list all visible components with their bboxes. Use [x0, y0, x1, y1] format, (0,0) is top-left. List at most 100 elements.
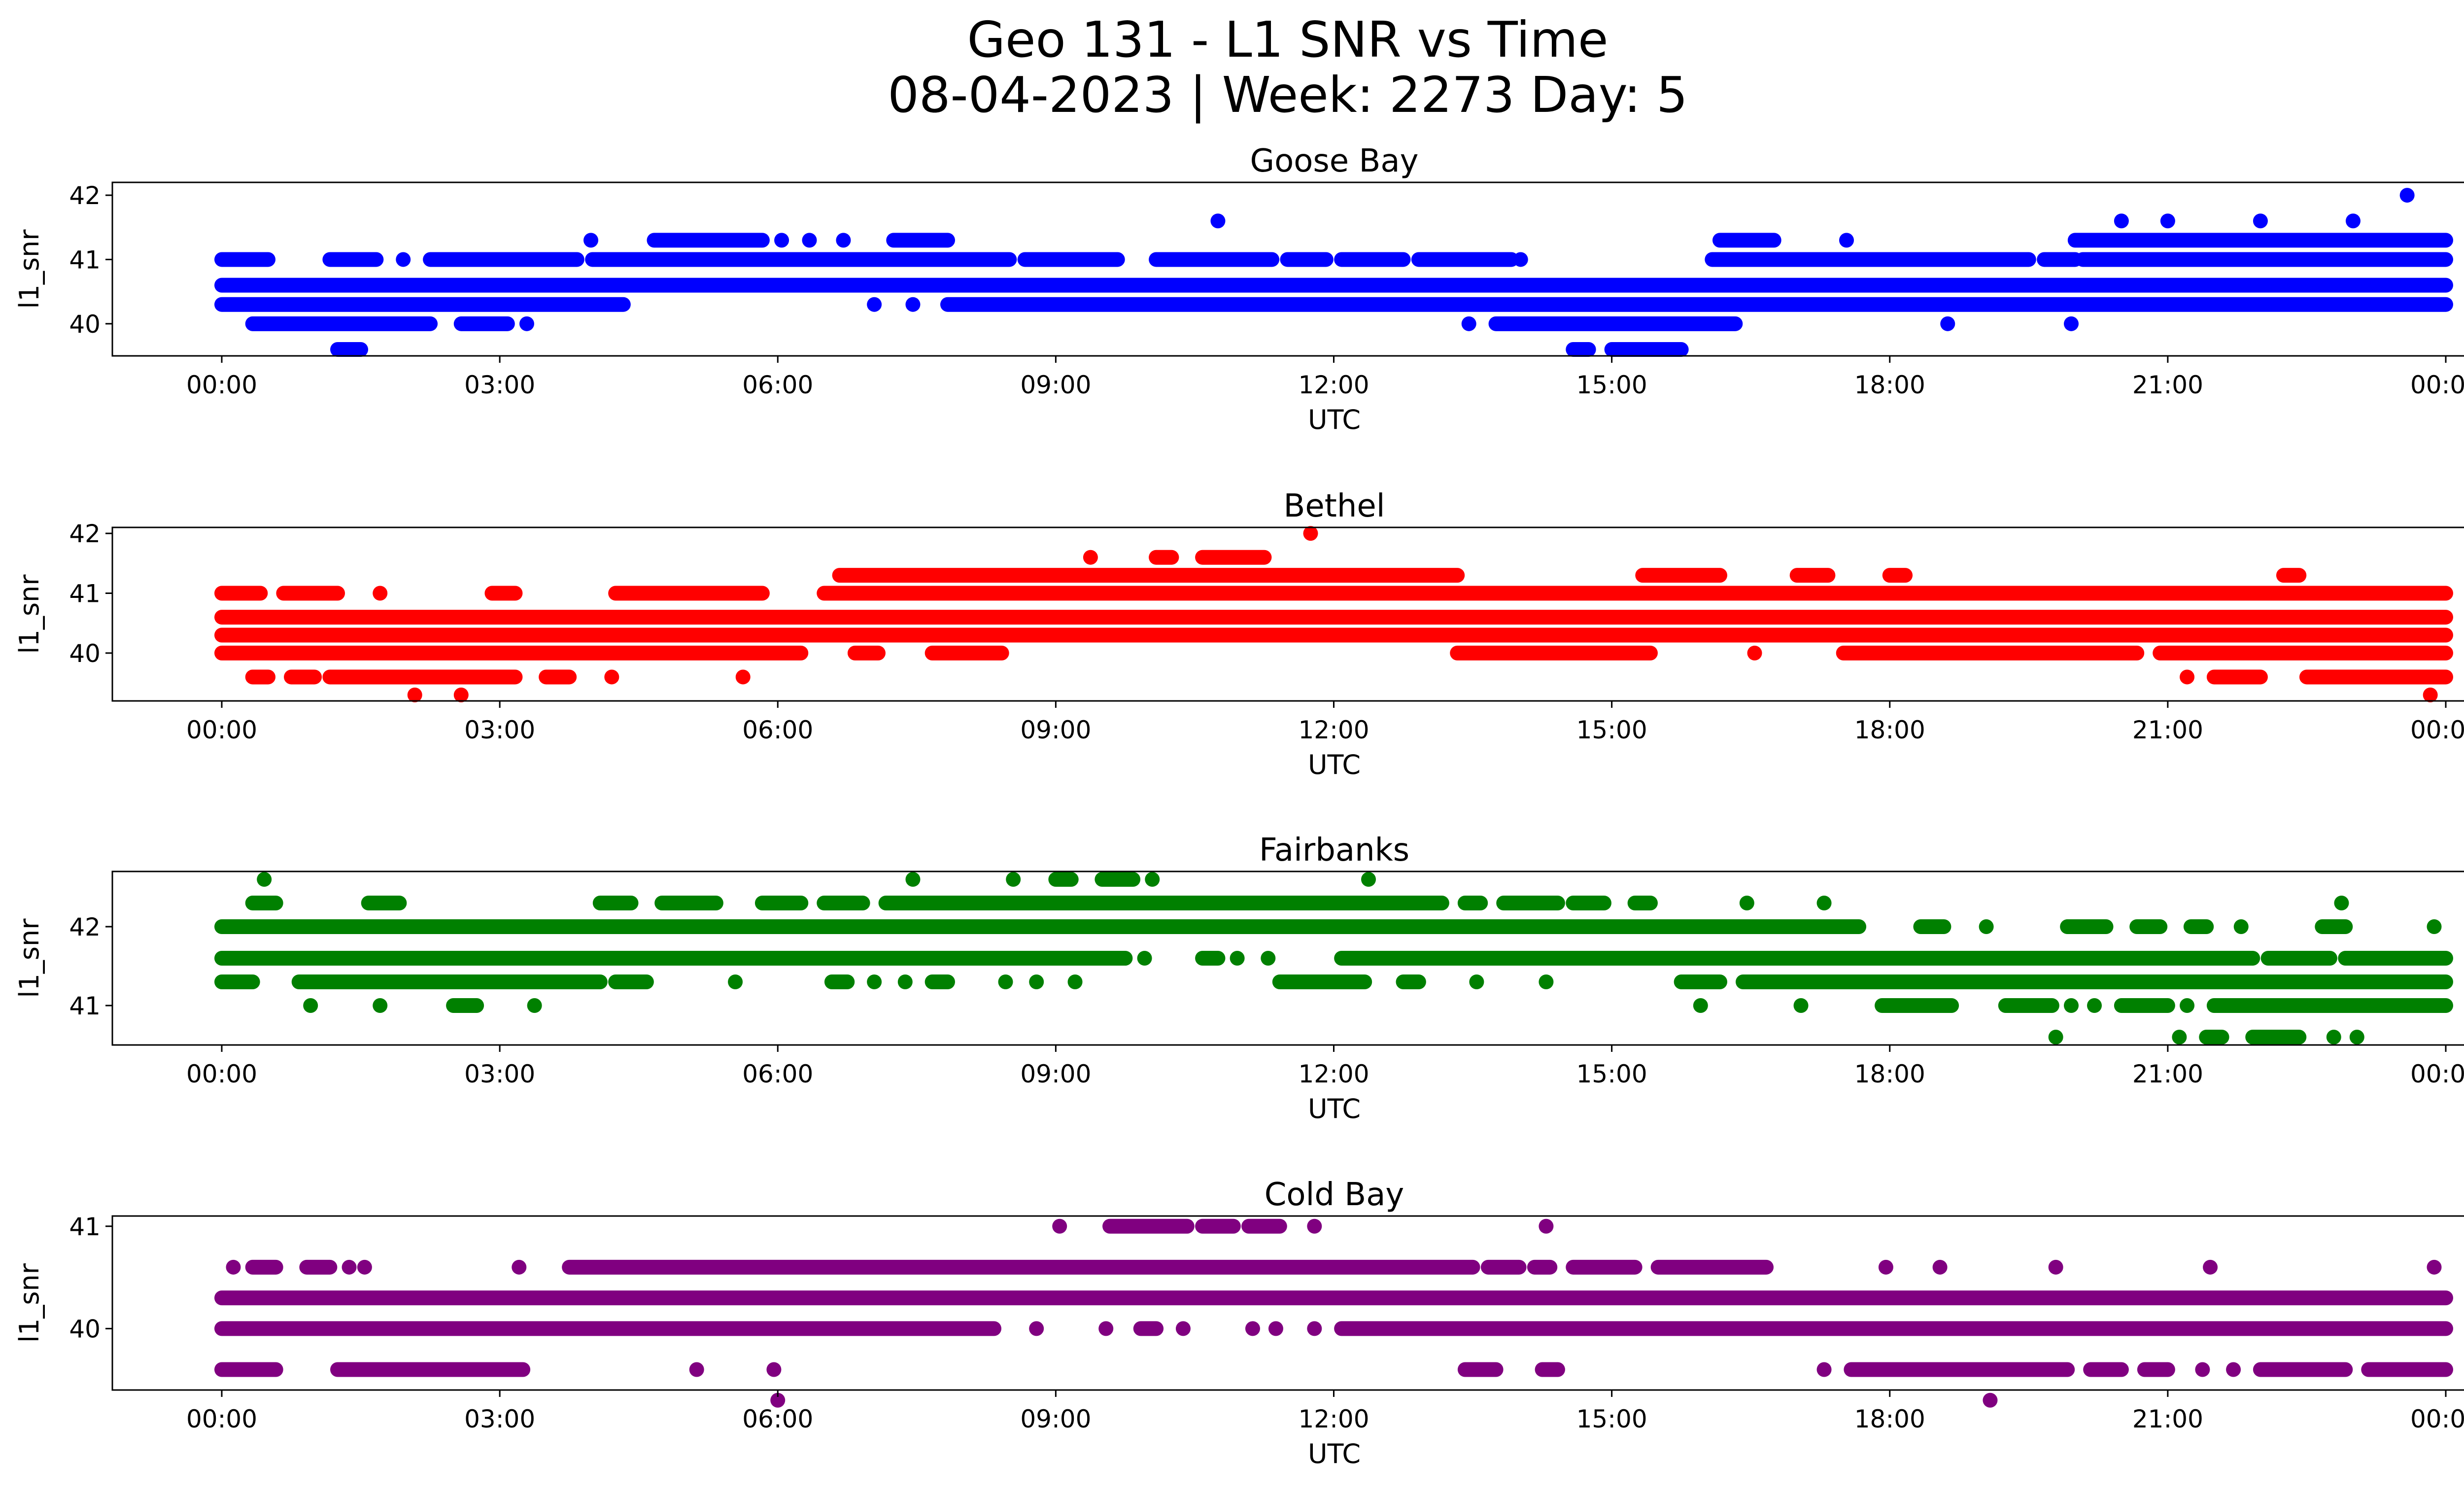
data-point — [2087, 998, 2102, 1013]
data-point — [1175, 1321, 1191, 1336]
data-point — [1539, 1218, 1554, 1234]
data-point — [1361, 872, 1376, 887]
data-point — [396, 252, 411, 267]
data-point — [1816, 1362, 1832, 1377]
data-point — [303, 998, 318, 1013]
x-tick-label: 21:00 — [2132, 716, 2203, 744]
data-point — [373, 998, 388, 1013]
data-point — [583, 233, 599, 248]
data-point — [2063, 316, 2079, 331]
x-tick-label: 09:00 — [1020, 716, 1091, 744]
x-tick-label: 03:00 — [464, 716, 535, 744]
data-point — [766, 1362, 782, 1377]
data-point — [373, 586, 388, 601]
y-axis-label: l1_snr — [14, 918, 45, 998]
x-axis-label: UTC — [1308, 404, 1361, 435]
data-point — [2203, 1259, 2218, 1275]
x-tick-label: 12:00 — [1298, 371, 1369, 399]
x-tick-label: 06:00 — [742, 1405, 813, 1433]
y-tick-label: 42 — [69, 181, 101, 210]
x-tick-label: 00:00 — [186, 1405, 257, 1433]
subplot-title-fairbanks: Fairbanks — [1259, 832, 1409, 869]
data-point — [2427, 1259, 2442, 1275]
x-tick-label: 09:00 — [1020, 371, 1091, 399]
data-point — [1029, 1321, 1044, 1336]
data-point — [1052, 1218, 1067, 1234]
y-tick-label: 40 — [69, 639, 101, 668]
x-tick-label: 15:00 — [1576, 371, 1647, 399]
y-tick-label: 42 — [69, 913, 101, 941]
data-point — [998, 974, 1013, 989]
x-tick-label: 15:00 — [1576, 716, 1647, 744]
data-point — [527, 998, 542, 1013]
data-point — [1307, 1218, 1322, 1234]
y-tick-label: 41 — [69, 580, 101, 608]
y-axis-label: l1_snr — [14, 229, 45, 309]
y-tick-label: 41 — [69, 992, 101, 1020]
data-point — [1979, 919, 1994, 934]
x-axis-label: UTC — [1308, 1093, 1361, 1124]
data-point — [2345, 213, 2361, 229]
data-point — [2349, 1030, 2364, 1044]
data-point — [1307, 1321, 1322, 1336]
data-point — [1261, 951, 1276, 966]
data-point — [2114, 213, 2129, 229]
y-axis-label: l1_snr — [14, 574, 45, 654]
data-point — [2427, 919, 2442, 934]
y-tick-label: 42 — [69, 520, 101, 548]
data-point — [1793, 998, 1809, 1013]
data-point — [342, 1259, 357, 1275]
data-point — [1539, 974, 1554, 989]
x-tick-label: 00:00 — [186, 716, 257, 744]
x-tick-label: 00:00 — [2410, 1060, 2464, 1088]
data-point — [1513, 252, 1528, 267]
x-tick-label: 15:00 — [1576, 1405, 1647, 1433]
data-point — [1268, 1321, 1283, 1336]
data-point — [2326, 1030, 2341, 1044]
x-tick-label: 15:00 — [1576, 1060, 1647, 1088]
data-point — [1816, 896, 1832, 910]
x-tick-label: 21:00 — [2132, 371, 2203, 399]
data-point — [2063, 998, 2079, 1013]
data-point — [453, 687, 469, 702]
x-tick-label: 09:00 — [1020, 1405, 1091, 1433]
data-point — [1983, 1392, 1998, 1408]
figure-title-line1: Geo 131 - L1 SNR vs Time — [967, 11, 1608, 69]
data-point — [735, 669, 751, 685]
y-tick-label: 40 — [69, 310, 101, 339]
data-point — [770, 1392, 786, 1408]
data-point — [1878, 1259, 1893, 1275]
data-point — [2233, 919, 2249, 934]
data-point — [604, 669, 619, 685]
data-point — [1245, 1321, 1260, 1336]
x-tick-label: 12:00 — [1298, 1060, 1369, 1088]
data-point — [519, 316, 534, 331]
data-point — [1230, 951, 1245, 966]
data-point — [2423, 687, 2438, 702]
x-tick-label: 00:00 — [2410, 371, 2464, 399]
data-point — [897, 974, 913, 989]
x-tick-label: 21:00 — [2132, 1405, 2203, 1433]
data-point — [1006, 872, 1021, 887]
data-point — [2180, 998, 2195, 1013]
x-tick-label: 12:00 — [1298, 1405, 1369, 1433]
data-point — [689, 1362, 704, 1377]
data-point — [1145, 872, 1160, 887]
x-tick-label: 18:00 — [1854, 371, 1925, 399]
data-point — [1067, 974, 1083, 989]
x-tick-label: 09:00 — [1020, 1060, 1091, 1088]
data-point — [257, 872, 272, 887]
x-tick-label: 00:00 — [186, 1060, 257, 1088]
data-point — [1303, 526, 1318, 541]
subplot-title-goose-bay: Goose Bay — [1250, 143, 1419, 179]
data-point — [1461, 316, 1476, 331]
data-point — [2226, 1362, 2241, 1377]
x-tick-label: 00:00 — [186, 371, 257, 399]
data-point — [1693, 998, 1708, 1013]
data-point — [1137, 951, 1152, 966]
y-tick-label: 41 — [69, 245, 101, 274]
data-point — [357, 1259, 372, 1275]
x-tick-label: 12:00 — [1298, 716, 1369, 744]
